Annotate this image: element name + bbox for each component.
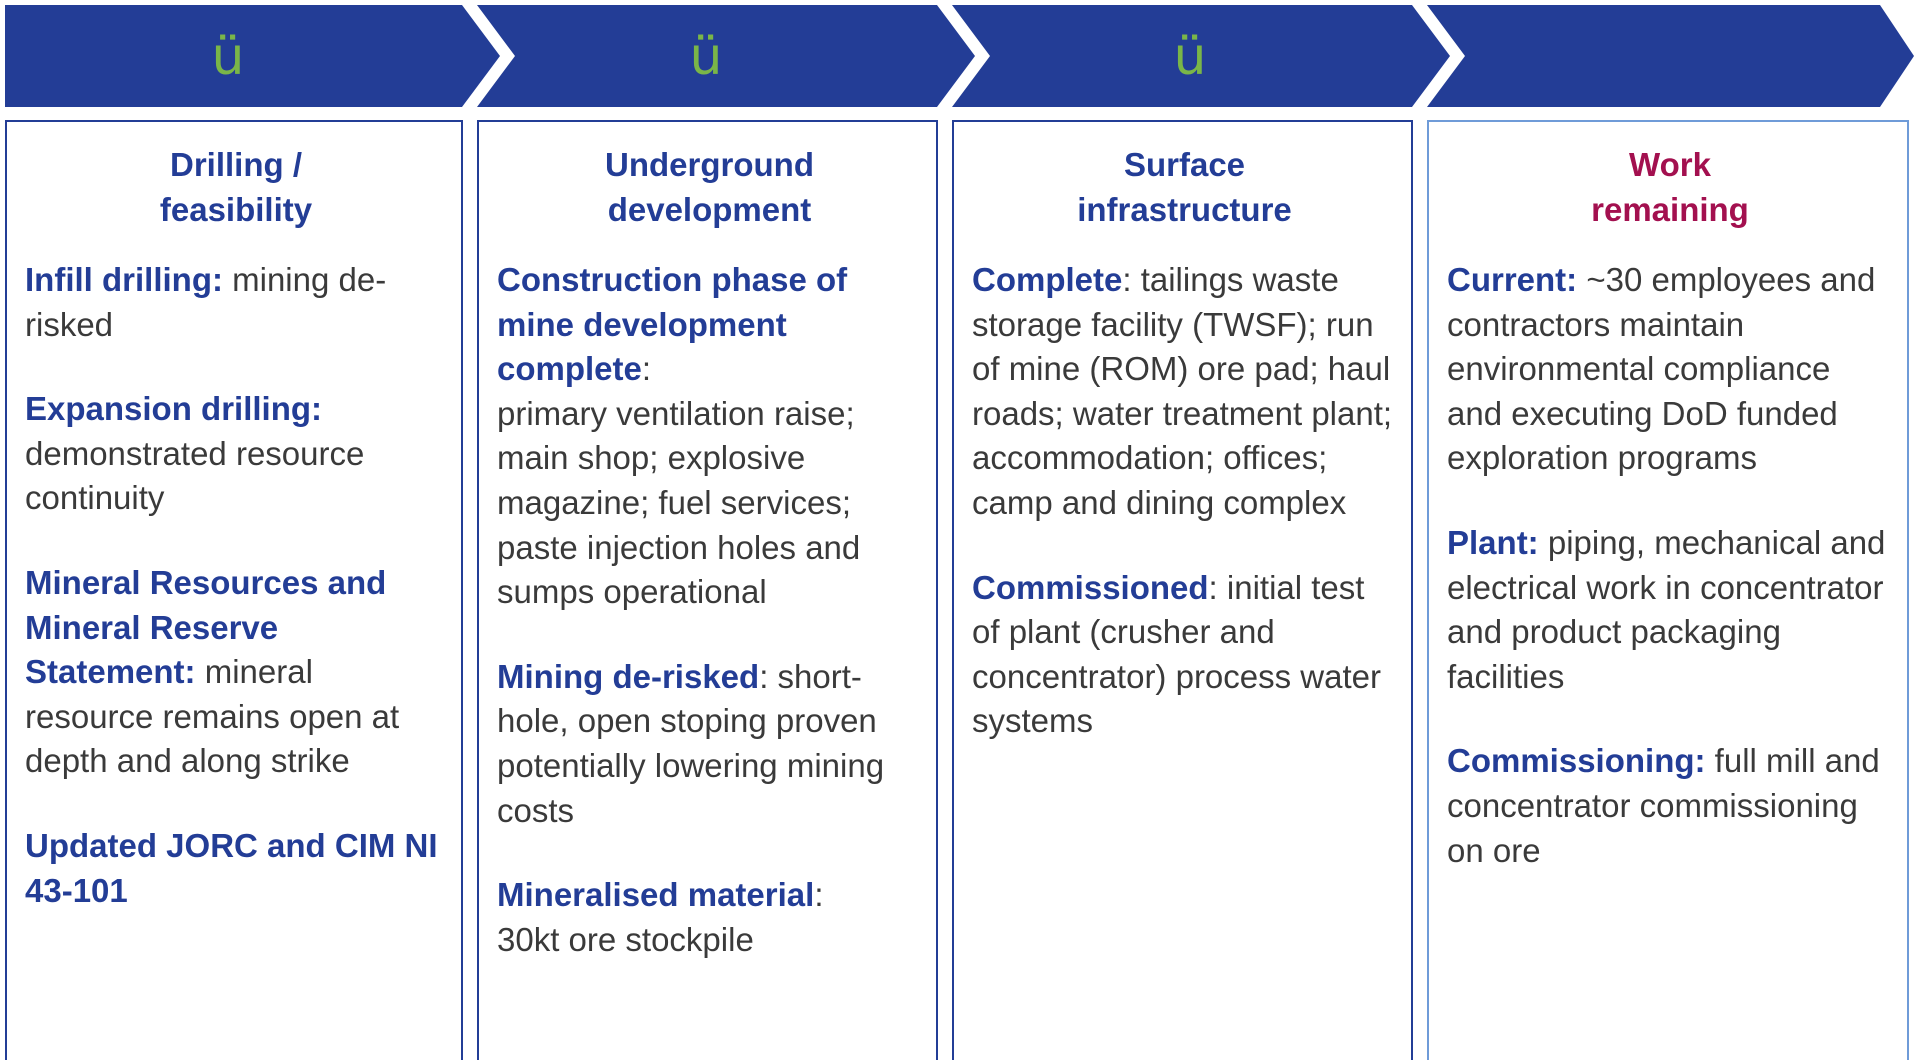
item-lead: Infill drilling:: [25, 261, 223, 298]
chevron: [1427, 5, 1914, 107]
item-lead: Mining de-risked: [497, 657, 760, 695]
check-mark: ü: [1174, 27, 1207, 87]
column: Underground development Construction phase…: [477, 120, 938, 1060]
title-line: infrastructure: [1077, 191, 1292, 228]
item-text: : primary ventilation raise; main shop; …: [497, 350, 861, 611]
item-lead: Commissioned: [972, 568, 1209, 606]
item: Mineralised material: 30kt ore stockpile: [497, 873, 922, 962]
item-lead: Updated JORC and CIM NI 43-101: [25, 826, 438, 909]
item: Mining de-risked: short-hole, open stopi…: [497, 655, 922, 833]
item: Plant: piping, mechanical and electrical…: [1447, 521, 1893, 699]
process-arrows: ü ü ü: [5, 5, 1914, 107]
item: Mineral Resources and Mineral Reserve St…: [25, 561, 447, 784]
item-lead: Mineral Resources and Mineral Reserve St…: [25, 563, 387, 691]
chevron: [952, 5, 1450, 107]
item: Construction phase of mine development c…: [497, 258, 922, 615]
check-mark: ü: [212, 27, 245, 87]
chevron: [477, 5, 975, 107]
column-title: Underground development: [497, 142, 922, 232]
item-text: : initial test of plant (crusher and con…: [972, 568, 1382, 740]
column: Surface infrastructure Complete: tailings …: [952, 120, 1413, 1060]
column: Work remaining Current: ~30 employees and …: [1427, 120, 1909, 1060]
item-text: full mill and concentrator commissioning…: [1447, 742, 1880, 869]
title-line: Drilling /: [170, 146, 302, 183]
item-text: ~30 employees and contractors maintain e…: [1447, 261, 1876, 477]
item-text: mineral resource remains open at depth a…: [25, 653, 400, 780]
item: Current: ~30 employees and contractors m…: [1447, 258, 1893, 481]
item-lead: Complete: [972, 261, 1123, 298]
item: Commissioning: full mill and concentrato…: [1447, 739, 1893, 873]
item: Complete: tailings waste storage facilit…: [972, 258, 1397, 526]
title-line: feasibility: [159, 191, 313, 228]
check-mark: ü: [690, 27, 723, 87]
item-lead: Current:: [1447, 261, 1578, 298]
title-line: Surface: [1123, 146, 1246, 183]
item-text: : tailings waste storage facility (TWSF)…: [972, 261, 1393, 521]
item-lead: Expansion drilling:: [25, 390, 323, 428]
title-line: Work: [1629, 146, 1711, 183]
item: Updated JORC and CIM NI 43-101: [25, 824, 447, 913]
title-line: Underground: [605, 146, 814, 183]
item-text: mining de-risked: [25, 261, 387, 343]
title-line: remaining: [1591, 191, 1749, 228]
item-lead: Mineralised material: [497, 876, 815, 914]
column: Drilling / feasibility Infill drilling: mi…: [5, 120, 463, 1060]
item: Infill drilling: mining de-risked: [25, 258, 447, 347]
item-lead: Construction phase of mine development c…: [497, 261, 848, 388]
item: Expansion drilling: demonstrated resourc…: [25, 387, 447, 521]
item-text: demonstrated resource continuity: [25, 434, 365, 517]
item: Commissioned: initial test of plant (cru…: [972, 566, 1397, 744]
title-line: development: [607, 191, 812, 228]
column-title: Work remaining: [1447, 142, 1893, 232]
item-text: piping, mechanical and electrical work i…: [1447, 523, 1886, 695]
item-text: : short-hole, open stoping proven potent…: [497, 657, 885, 829]
item-lead: Plant:: [1447, 523, 1539, 561]
item-lead: Commissioning:: [1447, 742, 1706, 780]
chevron: [5, 5, 500, 107]
column-title: Surface infrastructure: [972, 142, 1397, 232]
item-text: : 30kt ore stockpile: [497, 876, 824, 958]
column-title: Drilling / feasibility: [25, 142, 447, 232]
